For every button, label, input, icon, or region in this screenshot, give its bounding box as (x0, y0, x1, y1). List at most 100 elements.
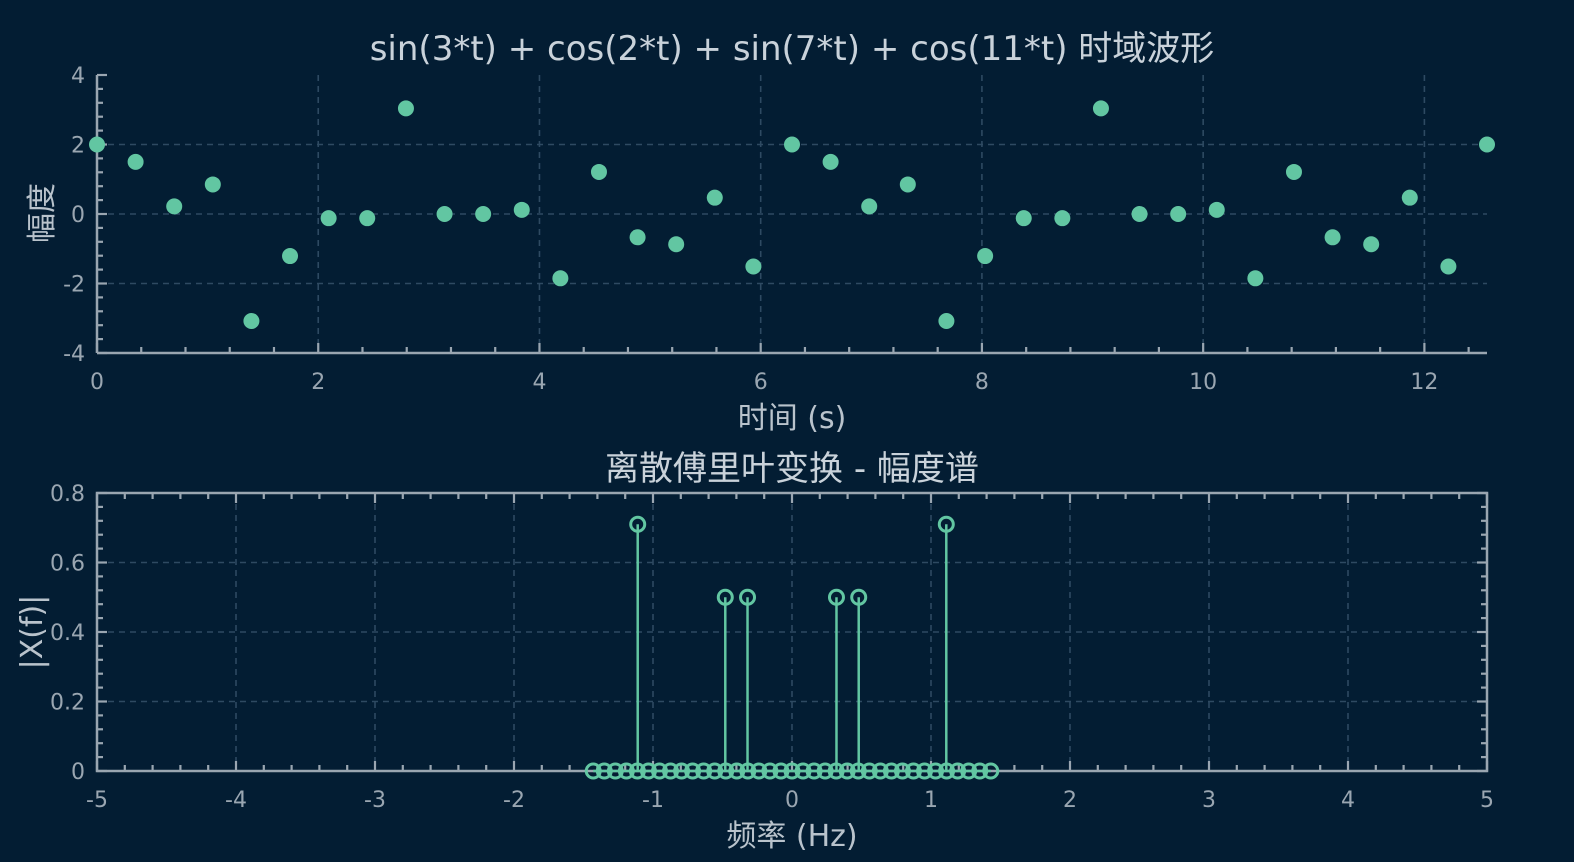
spectrum-zero-marker (706, 762, 724, 780)
spectrum-x-tick-label: 1 (924, 788, 938, 813)
time-data-point (1285, 163, 1302, 180)
time-chart-title: sin(3*t) + cos(2*t) + sin(7*t) + cos(11*… (370, 29, 1215, 69)
spectrum-peak-marker (850, 588, 868, 606)
spectrum-grid (97, 493, 1487, 771)
time-data-point (938, 313, 955, 330)
spectrum-zero-marker (893, 762, 911, 780)
time-data-point (320, 210, 337, 227)
spectrum-zero-marker (860, 762, 878, 780)
time-data-point (282, 248, 299, 265)
time-data-point (784, 136, 800, 153)
time-x-axis-label: 时间 (s) (738, 401, 847, 436)
time-data-point (629, 229, 646, 246)
time-data-point (1170, 206, 1187, 222)
spectrum-x-tick-label: -1 (642, 788, 664, 813)
spectrum-zero-marker (695, 762, 713, 780)
spectrum-zero-marker (639, 762, 657, 780)
time-data-point (552, 270, 569, 287)
spectrum-zero-marker (750, 762, 768, 780)
spectrum-y-tick-label: 0.4 (50, 621, 85, 646)
time-data-point (899, 176, 916, 193)
spectrum-zero-marker (871, 762, 889, 780)
spectrum-x-tick-label: -2 (503, 788, 525, 813)
spectrum-chart-title: 离散傅里叶变换 - 幅度谱 (605, 449, 979, 489)
spectrum-x-tick-label: 2 (1063, 788, 1077, 813)
spectrum-x-tick-label: 4 (1341, 788, 1355, 813)
spectrum-y-tick-label: 0 (71, 760, 85, 785)
time-data-point (89, 136, 105, 153)
time-data-point (397, 100, 414, 117)
time-x-tick-label: 0 (90, 370, 104, 395)
spectrum-y-tick-label: 0.6 (50, 552, 85, 577)
time-x-tick-label: 2 (311, 370, 325, 395)
time-data-point (1247, 270, 1264, 287)
spectrum-y-tick-label: 0.8 (50, 482, 85, 507)
time-data-point (204, 176, 221, 193)
time-axes (95, 73, 1487, 355)
spectrum-zero-marker (761, 762, 779, 780)
time-data-point (1401, 189, 1418, 206)
time-points (89, 100, 1495, 330)
spectrum-peak-marker (739, 588, 757, 606)
spectrum-x-tick-label: 3 (1202, 788, 1216, 813)
time-data-point (1324, 229, 1341, 246)
spectrum-zero-marker (916, 762, 934, 780)
spectrum-stems (584, 515, 1000, 780)
spectrum-zero-marker (927, 762, 945, 780)
time-data-point (1015, 210, 1032, 227)
spectrum-x-tick-label: 5 (1480, 788, 1494, 813)
time-data-point (243, 313, 260, 330)
spectrum-zero-marker (606, 762, 624, 780)
time-data-point (436, 206, 453, 222)
time-data-point (977, 248, 994, 265)
spectrum-zero-marker (728, 762, 746, 780)
time-x-tick-label: 8 (975, 370, 989, 395)
time-data-point (475, 206, 492, 222)
spectrum-zero-marker (882, 762, 900, 780)
time-data-point (668, 236, 685, 253)
time-y-tick-label: 0 (71, 203, 85, 228)
time-data-point (1363, 236, 1380, 253)
time-y-tick-label: -2 (63, 273, 85, 298)
spectrum-zero-marker (904, 762, 922, 780)
spectrum-y-tick-label: 0.2 (50, 691, 85, 716)
spectrum-tick-labels: -5 -4 -3 -2 -1 0 1 2 3 4 5 0 0.2 0.4 0.6 0.8 (50, 482, 1494, 813)
spectrum-x-tick-label: -4 (225, 788, 247, 813)
time-data-point (1440, 258, 1457, 275)
spectrum-peak-marker (716, 588, 734, 606)
spectrum-y-axis-label: |X(f)| (15, 595, 50, 670)
spectrum-zero-marker (772, 762, 790, 780)
time-data-point (127, 153, 144, 170)
spectrum-zero-marker (960, 762, 978, 780)
time-x-tick-label: 10 (1189, 370, 1217, 395)
spectrum-zero-marker (662, 762, 680, 780)
time-data-point (513, 201, 530, 218)
time-x-tick-label: 6 (754, 370, 768, 395)
time-tick-labels: 0 2 4 6 8 10 12 -4 -2 0 2 4 (63, 64, 1438, 395)
spectrum-x-tick-label: 0 (785, 788, 799, 813)
time-y-tick-label: 4 (71, 64, 85, 89)
spectrum-zero-marker (949, 762, 967, 780)
time-data-point (706, 189, 723, 206)
spectrum-zero-marker (617, 762, 635, 780)
spectrum-zero-marker (805, 762, 823, 780)
spectrum-peak-marker (937, 515, 955, 533)
time-data-point (1054, 210, 1071, 227)
spectrum-zero-marker (650, 762, 668, 780)
time-data-point (1092, 100, 1109, 117)
spectrum-peak-marker (827, 588, 845, 606)
time-x-tick-label: 4 (532, 370, 546, 395)
time-data-point (861, 198, 878, 215)
spectrum-zero-marker (684, 762, 702, 780)
spectrum-zero-marker (838, 762, 856, 780)
spectrum-zero-marker (982, 762, 1000, 780)
time-data-point (590, 163, 607, 180)
time-y-tick-label: 2 (71, 134, 85, 159)
time-x-tick-label: 12 (1410, 370, 1438, 395)
spectrum-zero-marker (794, 762, 812, 780)
time-data-point (822, 153, 839, 170)
time-data-point (1208, 201, 1225, 218)
spectrum-zero-marker (783, 762, 801, 780)
time-data-point (1131, 206, 1148, 222)
